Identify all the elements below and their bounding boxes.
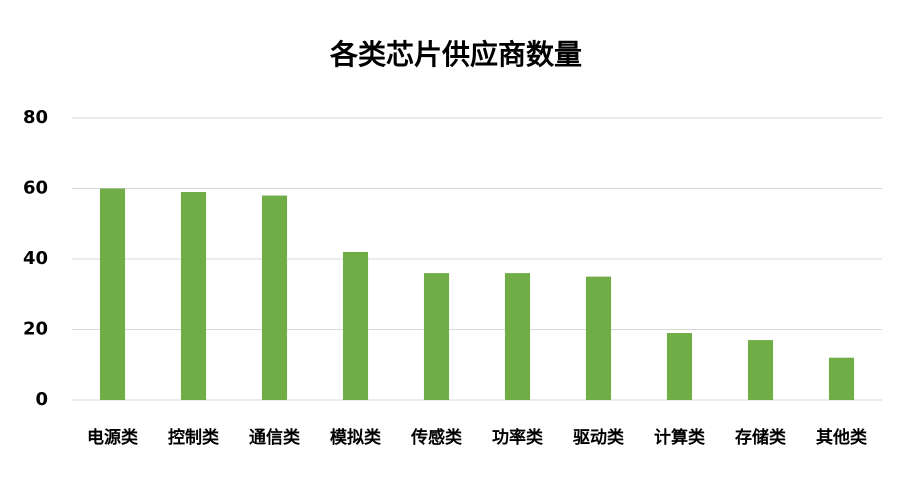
x-tick-label: 控制类: [168, 427, 220, 448]
y-tick-label: 20: [23, 319, 48, 340]
x-tick-label: 驱动类: [573, 427, 625, 448]
bar: [585, 276, 612, 400]
bar: [747, 340, 774, 400]
y-tick-label: 0: [35, 389, 48, 410]
chart-title: 各类芯片供应商数量: [329, 38, 582, 71]
y-tick-label: 60: [23, 178, 48, 199]
y-tick-label: 80: [23, 107, 48, 128]
x-tick-label: 功率类: [492, 427, 544, 448]
bar: [180, 192, 207, 400]
x-tick-label: 存储类: [735, 427, 787, 448]
bar: [504, 273, 531, 400]
bar: [828, 357, 855, 400]
bar: [261, 195, 288, 400]
x-tick-label: 模拟类: [330, 427, 382, 448]
y-tick-label: 40: [23, 248, 48, 269]
x-tick-label: 其他类: [816, 427, 868, 448]
bar: [99, 188, 126, 400]
bar: [342, 251, 369, 400]
x-tick-label: 传感类: [410, 427, 463, 448]
x-tick-label: 计算类: [654, 427, 706, 448]
x-tick-label: 通信类: [249, 427, 301, 448]
x-tick-label: 电源类: [87, 427, 139, 448]
bar: [666, 333, 693, 400]
bar: [423, 273, 450, 400]
